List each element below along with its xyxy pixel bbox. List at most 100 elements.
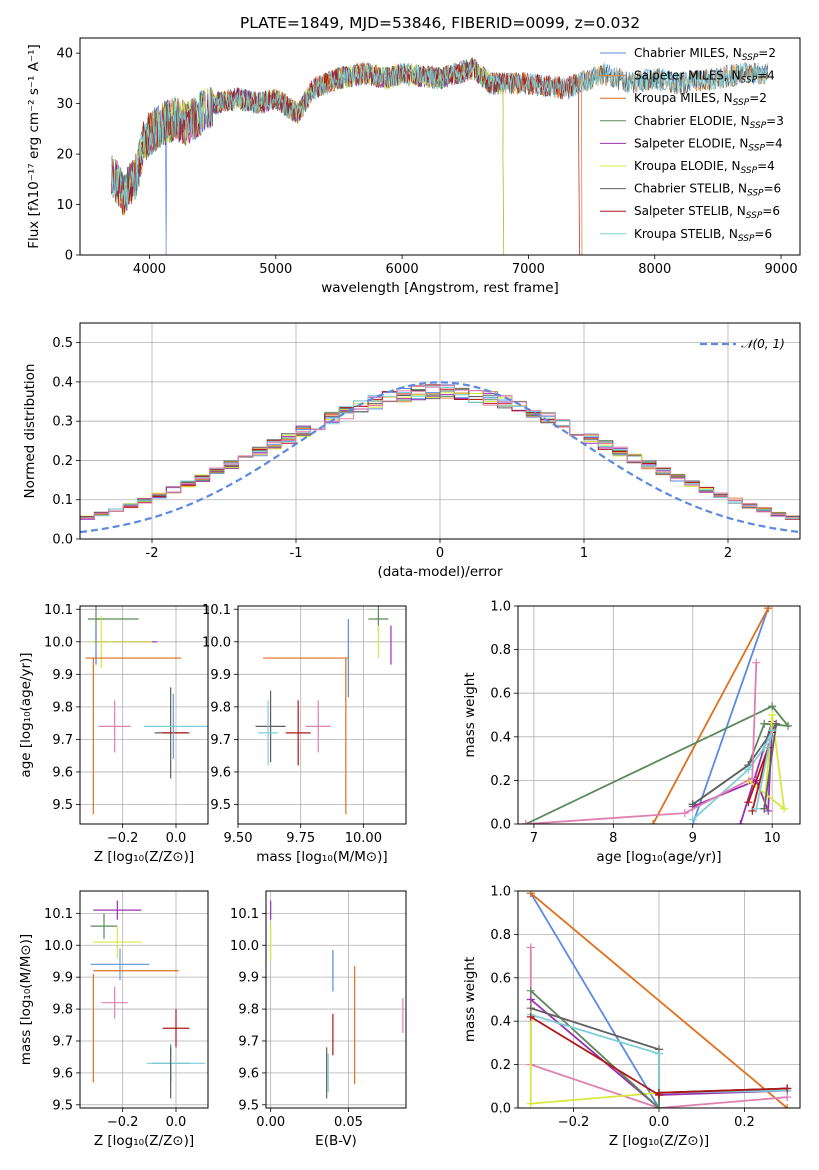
errorbar-point [90,615,112,668]
legend-subscript: SSP [733,98,750,108]
x-tick-label: −0.2 [107,831,139,846]
y-tick-label: 9.8 [52,1003,73,1018]
legend-label: Salpeter STELIB, NSSP=6 [634,204,780,221]
weight-marker [526,943,535,952]
weight-series-line [691,607,770,824]
weight-series-line [530,892,788,1108]
plot-area-mass_vs_Z [90,900,206,1099]
y-tick-label: 10.0 [44,635,73,650]
plot-mass_vs_ebv: 0.00 0.05 9.5 9.6 9.7 9.8 9.9 10.0 10.1 E(B-V) [230,890,407,1149]
weight-marker [655,1049,663,1058]
legend-count: =2 [749,91,767,105]
x-tick-label: 10 [764,831,781,846]
y-axis-label: mass weight [462,957,478,1042]
plot-area-spectrum [111,57,769,255]
y-tick-label: 9.9 [238,971,259,986]
weight-marker [744,765,753,774]
legend-subscript: SSP [748,143,765,153]
plot-area-age_vs_mass [255,606,392,815]
y-tick-label: 10 [56,198,73,213]
y-tick-label: 10.1 [230,907,259,922]
weight-marker [783,1104,792,1108]
plot-weight_vs_age: 7 8 9 10 0.0 0.2 0.4 0.6 0.8 1.0 age [log₁₀(age/yr… [462,600,801,865]
legend-label: Chabrier STELIB, NSSP=6 [634,182,781,199]
y-tick-label: 9.9 [52,971,73,986]
plot-spectrum: 4000 5000 6000 7000 8000 9000 0 10 20 30 40 wavelen… [26,37,801,296]
weight-marker [655,1104,663,1108]
legend-subscript: SSP [741,76,758,86]
y-tick-label: 0.6 [490,687,511,702]
y-tick-label: 9.7 [210,733,231,748]
errorbar-point [305,700,331,753]
y-tick-label: 9.9 [210,668,231,683]
axes-frame [265,890,407,1109]
legend-subscript: SSP [750,121,767,131]
legend-label: Salpeter ELODIE, NSSP=4 [634,136,783,153]
y-tick-label: 0.4 [52,375,73,390]
weight-marker [526,1099,535,1108]
x-tick-label: 0.0 [166,831,187,846]
legend-count: =4 [757,159,775,173]
x-tick-label: 5000 [259,262,292,277]
weight-marker [526,986,535,995]
x-tick-label: 8000 [638,262,671,277]
legend-label: Kroupa ELODIE, NSSP=4 [634,159,775,176]
spectrum-legend: Chabrier MILES, NSSP=2 Salpeter MILES, NS… [600,46,784,244]
x-tick-label: -2 [146,546,159,561]
y-tick-label: 10.0 [202,635,231,650]
plot-area-weight_vs_age [521,606,793,824]
weight-series-line [652,607,769,824]
weight-marker [526,891,535,898]
legend-count: =3 [766,114,784,128]
legend-count: =6 [764,182,782,196]
spectrum-series-line [111,59,769,208]
plot-area-residuals [80,381,800,539]
y-tick-label: 1.0 [490,600,511,615]
legend-count: =6 [754,227,772,241]
y-tick-label: 9.5 [238,1098,259,1113]
x-tick-label: 7000 [512,262,545,277]
y-tick-label: 0.8 [490,928,511,943]
legend-subscript: SSP [742,53,759,63]
legend-subscript: SSP [741,166,758,176]
axes-frame [517,605,801,825]
errorbar-point [258,700,279,766]
plot-area-mass_vs_ebv [270,900,404,1099]
legend-subscript: SSP [738,234,755,244]
weight-series-line [530,892,660,1108]
histogram-outline [80,385,800,539]
plot-area-age_vs_Z [85,606,208,815]
errorbar-point [255,690,286,763]
y-tick-label: 9.8 [52,700,73,715]
x-axis-label: Z [log₁₀(Z/Z⊙)] [609,1133,709,1149]
y-tick-label: 0.5 [52,336,73,351]
weight-marker [752,658,761,667]
y-tick-label: 40 [56,47,73,62]
weight-marker [655,1088,663,1097]
y-tick-label: 0.2 [52,454,73,469]
y-tick-label: 0.6 [490,971,511,986]
weight-series-line [525,662,758,824]
weight-marker [760,743,769,752]
errorbar-point [93,926,142,959]
spectrum-series-line [111,57,580,255]
axes-frame [79,605,209,825]
y-axis-label: Normed distribution [22,364,38,499]
x-tick-label: 9 [689,831,697,846]
weight-series-line [692,729,774,821]
x-tick-label: 0.0 [166,1115,187,1130]
y-tick-label: 0.0 [490,1102,511,1117]
errorbar-point [90,948,150,981]
x-tick-label: 9.50 [224,831,253,846]
legend-label: 𝒩(0, 1) [741,337,785,351]
x-tick-label: 0.00 [256,1115,285,1130]
axes-frame [79,890,209,1109]
y-tick-label: 9.7 [238,1034,259,1049]
plot-residuals: -2 -1 0 1 2 0.0 0.1 0.2 0.3 0.4 0.5 (data-model)/er… [22,322,801,580]
x-tick-label: 9.75 [286,831,315,846]
x-axis-label: (data-model)/error [377,564,503,580]
y-tick-label: 10.1 [44,907,73,922]
weight-marker [526,995,535,1004]
weight-marker [783,1084,792,1093]
errorbar-point [90,913,118,939]
